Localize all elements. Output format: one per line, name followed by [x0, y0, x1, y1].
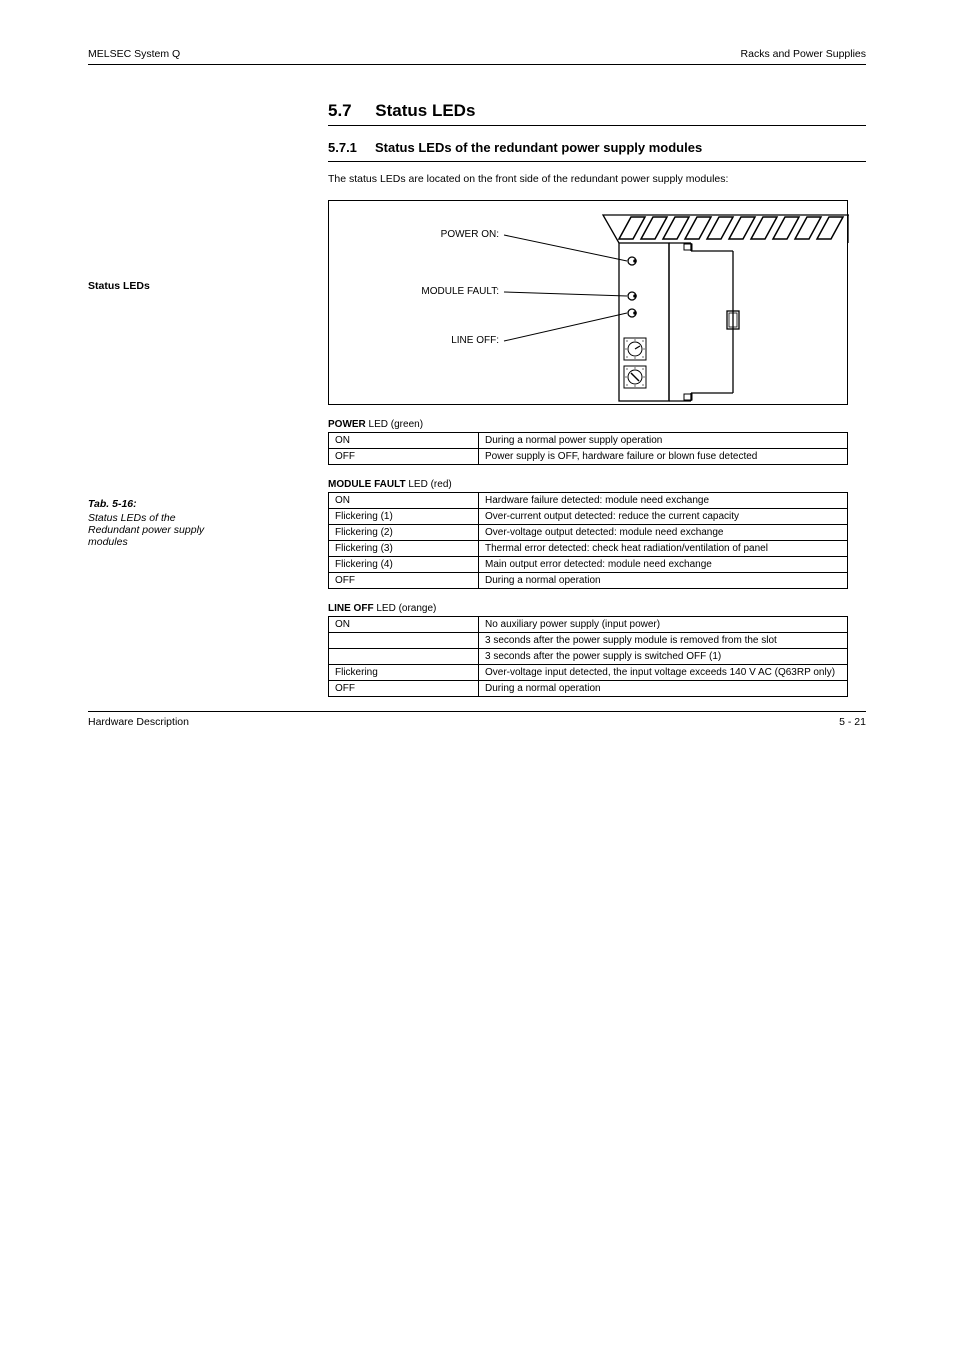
- cell: Over-current output detected: reduce the…: [479, 509, 848, 525]
- section-title: 5.7 Status LEDs: [328, 101, 866, 121]
- diagram-frame: POWER ON: MODULE FAULT: LINE OFF:: [328, 200, 848, 405]
- cell: OFF: [329, 449, 479, 465]
- power-table-block: POWER LED (green) ONDuring a normal powe…: [328, 419, 866, 465]
- power-table-body: ONDuring a normal power supply operation…: [329, 433, 848, 465]
- line-off-table: ONNo auxiliary power supply (input power…: [328, 616, 848, 697]
- subsection-number: 5.7.1: [328, 140, 357, 155]
- power-caption-rest: LED (green): [366, 419, 423, 430]
- lo-caption-rest: LED (orange): [374, 603, 437, 614]
- side-label-tab: Tab. 5-16:: [88, 498, 137, 510]
- subsection-title-text: Status LEDs of the redundant power suppl…: [375, 140, 702, 155]
- header-right: Racks and Power Supplies: [741, 48, 866, 60]
- cell: ON: [329, 433, 479, 449]
- footer-right: 5 - 21: [839, 716, 866, 728]
- mf-caption-bold: MODULE FAULT: [328, 479, 406, 490]
- power-caption: POWER LED (green): [328, 419, 866, 430]
- intro-text: The status LEDs are located on the front…: [328, 172, 866, 186]
- header-rule: [88, 64, 866, 65]
- cell: No auxiliary power supply (input power): [479, 617, 848, 633]
- footer-rule: [88, 711, 866, 712]
- footer-left: Hardware Description: [88, 716, 189, 728]
- subsection-title: 5.7.1 Status LEDs of the redundant power…: [328, 140, 866, 155]
- cell: ON: [329, 617, 479, 633]
- cell: Over-voltage input detected, the input v…: [479, 665, 848, 681]
- cell: During a normal operation: [479, 681, 848, 697]
- module-fault-caption: MODULE FAULT LED (red): [328, 479, 866, 490]
- cell: Flickering (3): [329, 541, 479, 557]
- power-table: ONDuring a normal power supply operation…: [328, 432, 848, 465]
- page-header: MELSEC System Q Racks and Power Supplies: [88, 48, 866, 60]
- mf-caption-rest: LED (red): [406, 479, 452, 490]
- section-number: 5.7: [328, 101, 352, 120]
- cell: Hardware failure detected: module need e…: [479, 493, 848, 509]
- side-label-status-leds: Status LEDs: [88, 280, 150, 292]
- line-off-caption: LINE OFF LED (orange): [328, 603, 866, 614]
- cell: 3 seconds after the power supply module …: [479, 633, 848, 649]
- lo-caption-bold: LINE OFF: [328, 603, 374, 614]
- cell: [329, 649, 479, 665]
- cell: ON: [329, 493, 479, 509]
- cell: [329, 633, 479, 649]
- cell: During a normal operation: [479, 573, 848, 589]
- module-fault-table-block: MODULE FAULT LED (red) ONHardware failur…: [328, 479, 866, 589]
- cell: Flickering: [329, 665, 479, 681]
- section-rule: [328, 125, 866, 126]
- cell: Main output error detected: module need …: [479, 557, 848, 573]
- tab-number: Tab. 5-16:: [88, 498, 137, 510]
- cell: Flickering (4): [329, 557, 479, 573]
- line-off-table-block: LINE OFF LED (orange) ONNo auxiliary pow…: [328, 603, 866, 697]
- module-fault-table: ONHardware failure detected: module need…: [328, 492, 848, 589]
- power-caption-bold: POWER: [328, 419, 366, 430]
- module-drawing: [329, 201, 849, 406]
- section-title-text: Status LEDs: [375, 101, 475, 120]
- cell: Power supply is OFF, hardware failure or…: [479, 449, 848, 465]
- module-fault-table-body: ONHardware failure detected: module need…: [329, 493, 848, 589]
- line-off-table-body: ONNo auxiliary power supply (input power…: [329, 617, 848, 697]
- header-left: MELSEC System Q: [88, 48, 180, 60]
- cell: Flickering (1): [329, 509, 479, 525]
- cell: 3 seconds after the power supply is swit…: [479, 649, 848, 665]
- cell: OFF: [329, 573, 479, 589]
- cell: Thermal error detected: check heat radia…: [479, 541, 848, 557]
- cell: Over-voltage output detected: module nee…: [479, 525, 848, 541]
- subsection-rule: [328, 161, 866, 162]
- cell: Flickering (2): [329, 525, 479, 541]
- cell: OFF: [329, 681, 479, 697]
- page-footer: Hardware Description 5 - 21: [88, 716, 866, 728]
- side-label-tab-desc: Status LEDs of the Redundant power suppl…: [88, 512, 228, 548]
- diagram: POWER ON: MODULE FAULT: LINE OFF:: [328, 200, 866, 405]
- cell: During a normal power supply operation: [479, 433, 848, 449]
